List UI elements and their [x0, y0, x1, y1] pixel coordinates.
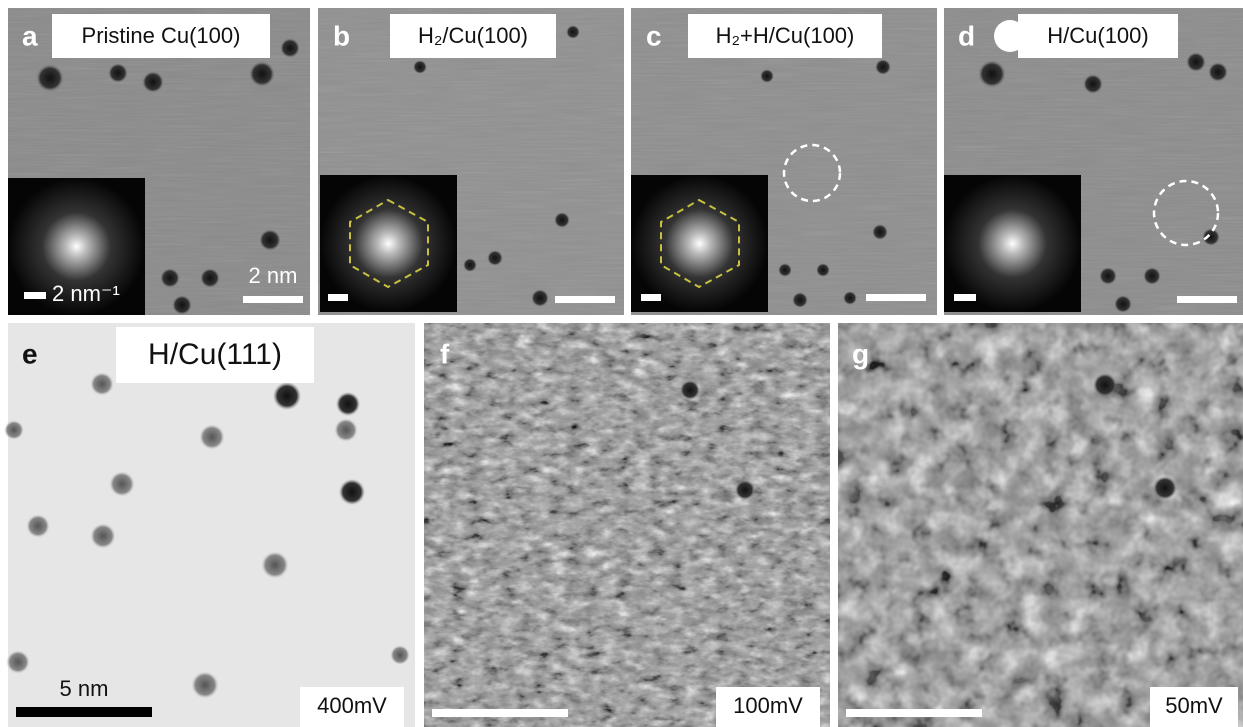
- scale-bar: [866, 294, 926, 301]
- panel-letter: f: [440, 338, 450, 369]
- panel-e: H/Cu(111) e 5 nm 400mV: [4, 323, 415, 727]
- scale-bar: [555, 296, 615, 303]
- scale-label: 5 nm: [60, 676, 109, 701]
- panel-label: H₂/Cu(100): [418, 23, 528, 48]
- defect: [1093, 373, 1117, 397]
- scale-bar: [16, 707, 152, 717]
- panel-f: f 100mV: [424, 323, 830, 727]
- bias-label: 100mV: [733, 693, 803, 718]
- fft-inset: [631, 175, 768, 312]
- stm-image: [8, 323, 415, 727]
- scale-bar: [243, 296, 303, 303]
- figure: 2 nm⁻¹ 2 nm Pristine Cu(100) a H₂/Cu(100…: [0, 0, 1243, 727]
- panel-letter: d: [958, 20, 975, 51]
- inset-scale-label: 2 nm⁻¹: [52, 281, 120, 306]
- scale-bar: [432, 709, 568, 717]
- panel-label: H/Cu(100): [1047, 23, 1148, 48]
- panel-letter: a: [22, 20, 38, 51]
- panel-letter: g: [852, 338, 869, 369]
- fft-inset: [944, 175, 1081, 312]
- panel-d: H/Cu(100) d: [944, 8, 1243, 315]
- panel-c: H₂+H/Cu(100) c: [631, 8, 937, 315]
- scale-label: 2 nm: [249, 263, 298, 288]
- scale-bar: [1177, 296, 1237, 303]
- panel-letter: c: [646, 20, 662, 51]
- scale-bar: [846, 709, 982, 717]
- bias-label: 400mV: [317, 693, 387, 718]
- panel-label: H/Cu(111): [148, 338, 282, 371]
- inset-scale-bar: [24, 292, 46, 299]
- bias-label: 50mV: [1165, 693, 1223, 718]
- panel-letter: b: [333, 20, 350, 51]
- defect: [735, 480, 755, 500]
- inset-scale-bar: [328, 294, 348, 301]
- texture: [838, 323, 1243, 727]
- panel-label: Pristine Cu(100): [82, 23, 241, 48]
- texture: [424, 323, 830, 727]
- panel-b: H₂/Cu(100) b: [318, 8, 624, 315]
- inset-scale-bar: [954, 294, 976, 301]
- panel-a: 2 nm⁻¹ 2 nm Pristine Cu(100) a: [8, 8, 310, 315]
- fft-inset: [320, 175, 457, 312]
- panel-g: g 50mV: [838, 323, 1243, 727]
- panel-label: H₂+H/Cu(100): [716, 23, 855, 48]
- defect: [1153, 476, 1177, 500]
- panel-letter: e: [22, 338, 38, 369]
- defect: [680, 380, 700, 400]
- inset-scale-bar: [641, 294, 661, 301]
